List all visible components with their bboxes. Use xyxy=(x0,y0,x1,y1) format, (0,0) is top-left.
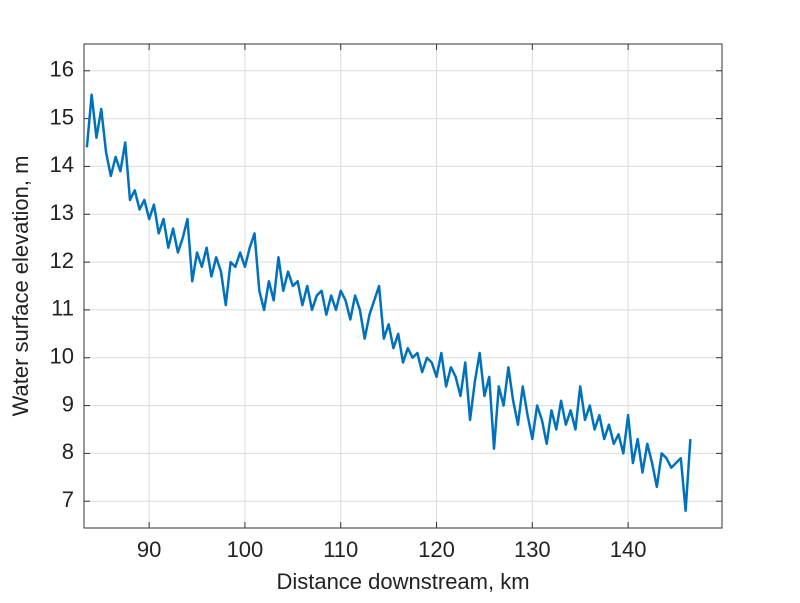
x-tick-label: 140 xyxy=(610,537,647,562)
x-tick-label: 130 xyxy=(514,537,551,562)
y-tick-label: 14 xyxy=(50,152,74,177)
y-tick-label: 8 xyxy=(62,439,74,464)
y-tick-label: 11 xyxy=(51,296,74,321)
y-tick-label: 12 xyxy=(50,248,74,273)
y-tick-label: 7 xyxy=(62,487,74,512)
plot-frame xyxy=(83,43,723,529)
y-tick-label: 13 xyxy=(50,200,74,225)
x-tick-label: 90 xyxy=(137,537,161,562)
y-tick-label: 10 xyxy=(50,344,74,369)
x-axis-label: Distance downstream, km xyxy=(276,569,529,594)
x-tick-label: 110 xyxy=(323,537,358,562)
y-tick-label: 9 xyxy=(62,391,74,416)
data-line xyxy=(85,93,692,513)
x-tick-label: 120 xyxy=(418,537,455,562)
y-tick-label: 15 xyxy=(50,104,74,129)
y-tick-label: 16 xyxy=(50,57,74,82)
y-axis-label: Water surface elevation, m xyxy=(8,156,33,417)
x-tick-label: 100 xyxy=(227,537,264,562)
